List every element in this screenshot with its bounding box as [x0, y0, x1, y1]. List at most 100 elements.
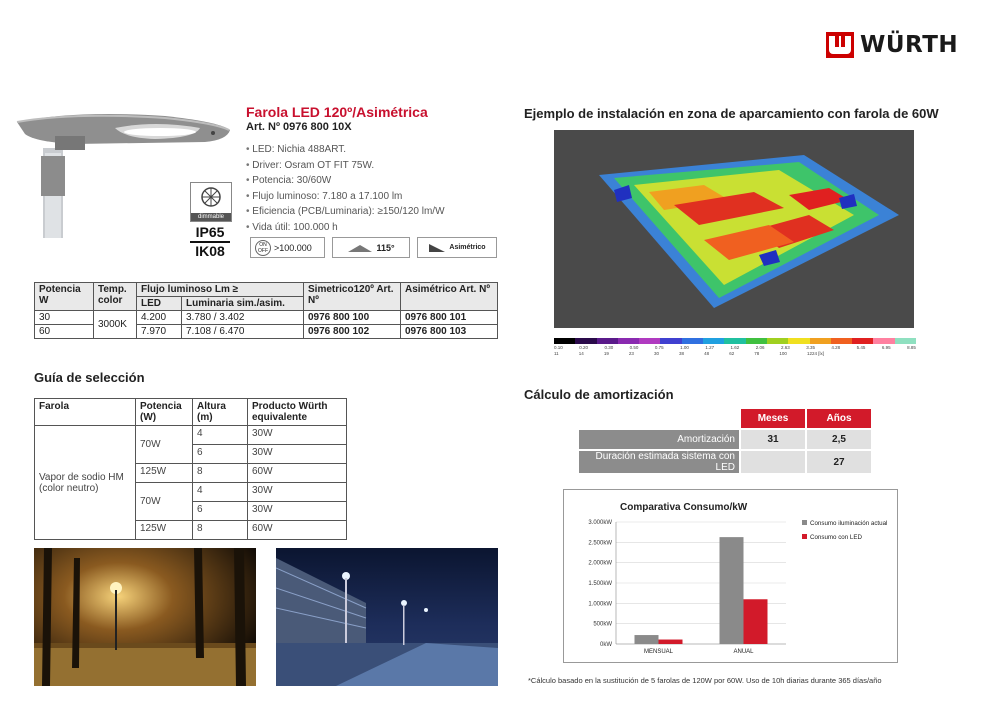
amortization-table: Meses Años Amortización 31 2,5 Duración … [577, 407, 873, 475]
row-label: Duración estimada sistema con LED [577, 449, 741, 475]
lux-color-swatch [596, 338, 618, 344]
lux-tick-label: 4.28 [831, 345, 841, 350]
table-row: 60 7.970 7.108 / 6.470 0976 800 102 0976… [34, 324, 498, 339]
spec-item: Vida útil: 100.000 h [246, 220, 445, 236]
lux-color-swatch [724, 338, 746, 344]
lux-tick-label: 8.85 [907, 345, 916, 350]
row-label: Amortización [577, 428, 741, 451]
brand-name: WÜRTH [860, 32, 959, 58]
guia-title: Guía de selección [34, 370, 145, 385]
spec-list: LED: Nichia 488ART. Driver: Osram OT FIT… [246, 142, 445, 236]
lux-tick-label: 2.63 [780, 345, 790, 350]
asymmetric-badge: Asimétrico [417, 237, 497, 258]
spec-item: LED: Nichia 488ART. [246, 142, 445, 158]
table-row: Amortización 31 2,5 [577, 428, 873, 451]
angle-badge: 115° [332, 237, 410, 258]
lux-tick-label: 0.50 [629, 345, 639, 350]
cell-asim: 0976 800 103 [400, 324, 498, 339]
lux-scale-top: 0.10 0.20 0.30 0.50 0.75 1.00 1.27 1.62 2.06 2.63… [554, 345, 916, 350]
lux-color-swatch [830, 338, 853, 344]
legend-swatch [802, 534, 807, 539]
lux-color-swatch [894, 338, 917, 344]
lux-color-swatch [852, 338, 874, 344]
hours-badge: ON OFF >100.000 [250, 237, 325, 258]
header-farola: Farola [34, 398, 136, 426]
x-tick-label: ANUAL [733, 649, 754, 655]
cell-sim: 0976 800 100 [303, 310, 401, 325]
header-meses: Meses [739, 407, 807, 430]
lux-color-swatch [639, 338, 661, 344]
lux-tick-label: 48 [704, 351, 710, 356]
cell-led: 7.970 [136, 324, 182, 339]
rating-divider [190, 241, 230, 243]
corner-cell [577, 407, 741, 430]
lux-color-swatch [554, 338, 576, 344]
product-article: Art. Nº 0976 800 10X [246, 121, 352, 133]
cell-potencia: 125W [135, 463, 193, 483]
beam-angle-icon [348, 244, 373, 252]
cell-altura: 6 [192, 501, 248, 521]
spec-item: Driver: Osram OT FIT 75W. [246, 158, 445, 174]
lux-color-swatch [745, 338, 767, 344]
bar [634, 635, 659, 644]
lux-tick-label: 0.30 [604, 345, 614, 350]
lux-color-swatch [575, 338, 597, 344]
onoff-icon: ON OFF [255, 239, 271, 256]
y-tick-label: 2.000kW [588, 561, 612, 567]
cell-lum: 3.780 / 3.402 [181, 310, 304, 325]
cell-temp: 3000K [93, 310, 137, 339]
bar [743, 599, 768, 644]
table-row: 70W 4 30W [35, 482, 347, 521]
header-simetrico: Simetrico120º Art. Nº [303, 282, 401, 311]
wurth-logo-icon [826, 32, 854, 58]
calc-title: Cálculo de amortización [524, 387, 674, 402]
cell-producto: 30W [247, 444, 347, 464]
lux-tick-label: 100 [779, 351, 787, 356]
angle-value: 115° [376, 242, 395, 253]
lux-color-swatch [660, 338, 682, 344]
y-tick-label: 2.500kW [588, 540, 612, 546]
wurth-logo: WÜRTH [826, 31, 966, 59]
street-lamp-image [16, 114, 230, 238]
table-row: 125W 8 60W [35, 463, 347, 483]
lux-color-swatch [681, 338, 704, 344]
header-potencia: Potencia W [34, 282, 94, 311]
lux-tick-label: 0.75 [654, 345, 664, 350]
header-temp: Temp. color [93, 282, 137, 311]
cell-w: 60 [34, 324, 94, 339]
spec-item: Flujo luminoso: 7.180 a 17.100 lm [246, 189, 445, 205]
y-tick-label: 0kW [600, 642, 612, 648]
lux-tick-label: 19 [603, 351, 609, 356]
dimmable-label: dimmable [191, 213, 231, 221]
y-tick-label: 500kW [593, 622, 612, 628]
lux-tick-label: 30 [653, 351, 659, 356]
cell-led: 4.200 [136, 310, 182, 325]
legend-swatch [802, 520, 807, 525]
product-title: Farola LED 120º/Asimétrica [246, 104, 428, 120]
cell-lum: 7.108 / 6.470 [181, 324, 304, 339]
hours-value: >100.000 [274, 242, 312, 253]
lux-scale: 0.10 0.20 0.30 0.50 0.75 1.00 1.27 1.62 2.06 2.63… [554, 338, 917, 356]
lux-tick-label: 3.35 [806, 345, 815, 350]
parking-night-photo [276, 548, 498, 686]
table-row: 125W 8 60W [35, 520, 347, 540]
cell-altura: 8 [192, 520, 248, 540]
lux-color-bar [554, 338, 917, 344]
dimmable-badge: dimmable [190, 182, 232, 222]
chart-title: Comparativa Consumo/kW [620, 502, 748, 513]
lux-tick-label: 11 [554, 351, 559, 356]
consumption-chart: Comparativa Consumo/kW 0kW 500kW 1.000kW 1.… [563, 489, 898, 663]
header-led: LED [136, 296, 182, 311]
lux-tick-label: 38 [679, 351, 685, 356]
dimmer-icon [201, 187, 221, 207]
illuminance-heatmap [554, 130, 914, 328]
cell-producto: 30W [247, 482, 347, 502]
lux-color-swatch [766, 338, 789, 344]
spec-item: Potencia: 30/60W [246, 173, 445, 189]
lux-tick-label: 62 [729, 351, 735, 356]
lux-tick-label: 2.06 [755, 345, 765, 350]
asymmetric-label: Asimétrico [449, 244, 486, 251]
cell-meses [739, 449, 807, 475]
cell-producto: 60W [247, 520, 347, 540]
legend-label: Consumo iluminación actual [810, 520, 887, 527]
